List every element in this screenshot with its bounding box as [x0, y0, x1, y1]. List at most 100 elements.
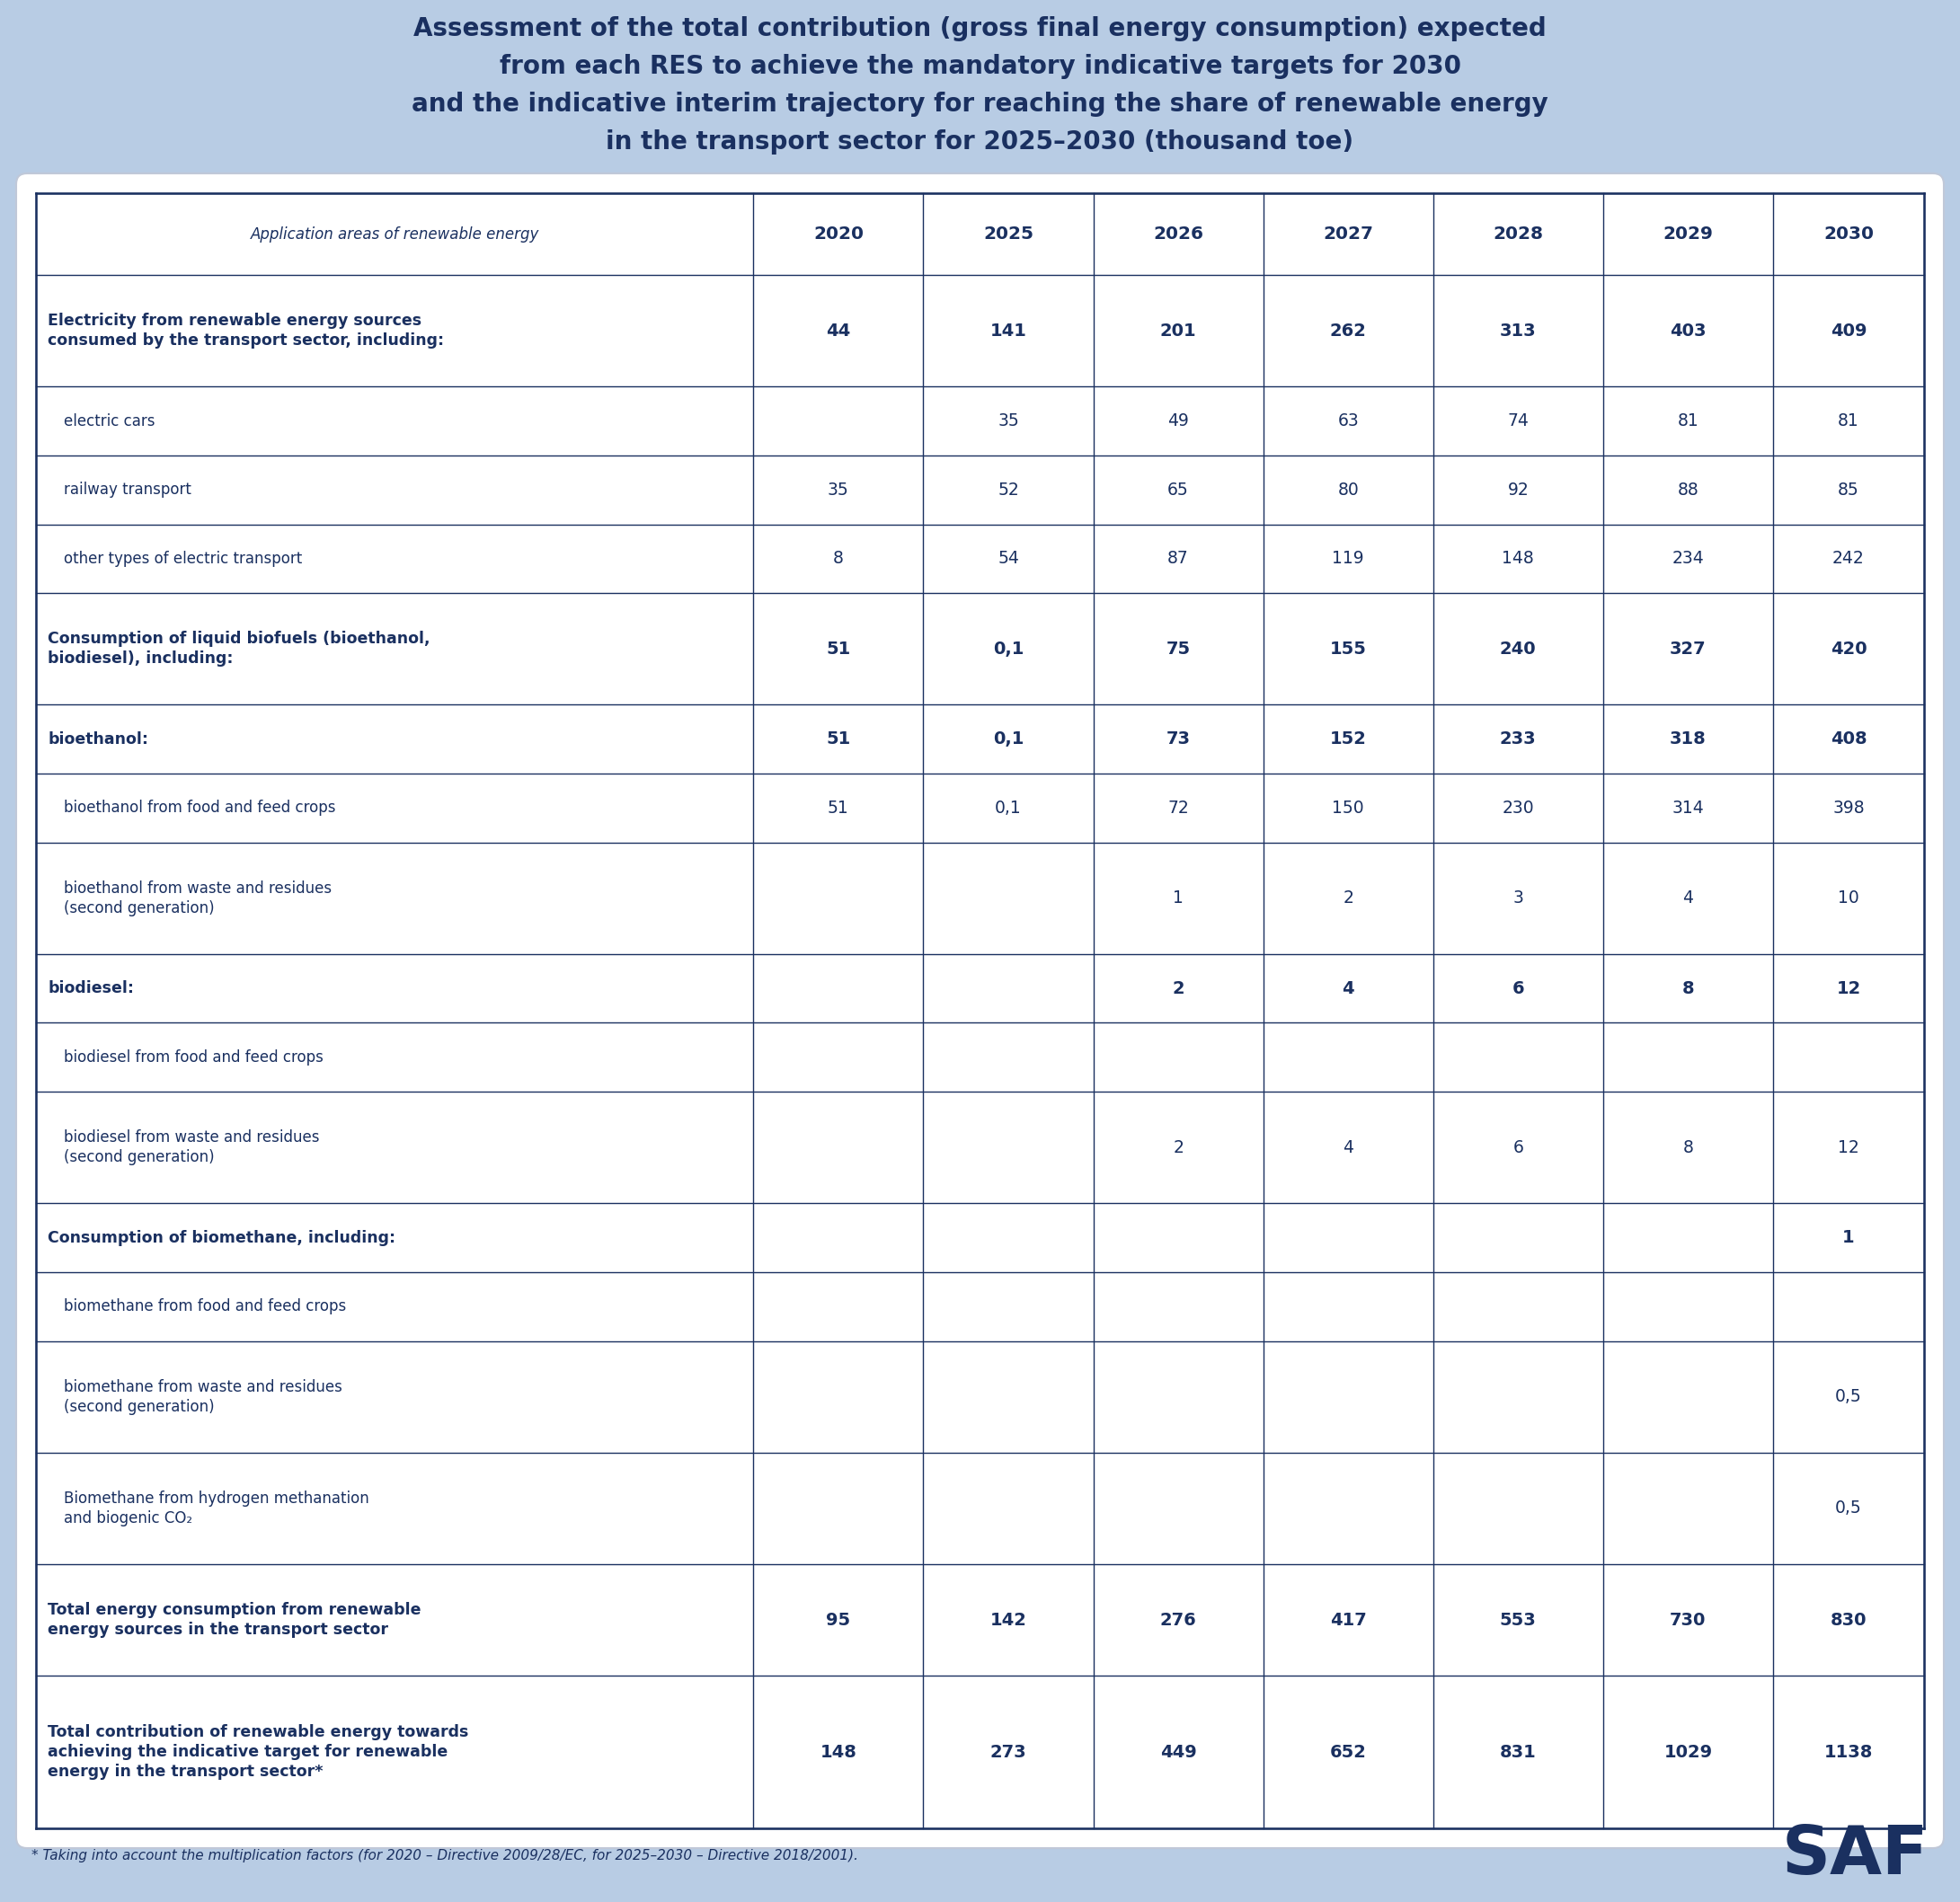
Text: 119: 119 [1333, 550, 1364, 567]
Text: biomethane from food and feed crops: biomethane from food and feed crops [65, 1299, 347, 1314]
Text: 4: 4 [1343, 980, 1354, 997]
Text: 2028: 2028 [1494, 226, 1543, 243]
Text: 2: 2 [1172, 1139, 1184, 1156]
Text: 314: 314 [1672, 799, 1703, 816]
Text: bioethanol from food and feed crops: bioethanol from food and feed crops [65, 801, 335, 816]
Text: 72: 72 [1168, 799, 1190, 816]
Text: 73: 73 [1166, 730, 1190, 747]
Text: Consumption of biomethane, including:: Consumption of biomethane, including: [47, 1229, 396, 1246]
Text: biomethane from waste and residues
(second generation): biomethane from waste and residues (seco… [65, 1379, 343, 1415]
Text: 6: 6 [1513, 1139, 1523, 1156]
Text: 44: 44 [827, 321, 851, 339]
Text: 0,1: 0,1 [996, 799, 1021, 816]
Text: 409: 409 [1831, 321, 1866, 339]
Text: 318: 318 [1670, 730, 1707, 747]
Text: 49: 49 [1168, 413, 1190, 430]
Text: 87: 87 [1168, 550, 1190, 567]
Text: 242: 242 [1833, 550, 1864, 567]
Text: 240: 240 [1499, 641, 1537, 658]
Text: 35: 35 [998, 413, 1019, 430]
Text: 152: 152 [1329, 730, 1366, 747]
Text: 1: 1 [1842, 1229, 1854, 1246]
Text: 1: 1 [1172, 890, 1184, 907]
Text: 92: 92 [1507, 481, 1529, 498]
Text: 4: 4 [1682, 890, 1693, 907]
Text: railway transport: railway transport [65, 481, 192, 498]
Text: 420: 420 [1831, 641, 1866, 658]
Text: 417: 417 [1331, 1611, 1366, 1628]
Text: 95: 95 [827, 1611, 851, 1628]
Text: 0,5: 0,5 [1835, 1501, 1862, 1518]
Text: 51: 51 [827, 730, 851, 747]
Text: biodiesel from food and feed crops: biodiesel from food and feed crops [65, 1050, 323, 1065]
Text: 142: 142 [990, 1611, 1027, 1628]
Text: 65: 65 [1168, 481, 1190, 498]
Text: 12: 12 [1837, 980, 1860, 997]
Text: Application areas of renewable energy: Application areas of renewable energy [251, 226, 539, 242]
Text: 652: 652 [1329, 1744, 1366, 1761]
Text: 449: 449 [1160, 1744, 1196, 1761]
Text: Assessment of the total contribution (gross final energy consumption) expected: Assessment of the total contribution (gr… [414, 17, 1546, 42]
Text: 730: 730 [1670, 1611, 1707, 1628]
Text: 553: 553 [1499, 1611, 1537, 1628]
Text: 831: 831 [1499, 1744, 1537, 1761]
Text: bioethanol from waste and residues
(second generation): bioethanol from waste and residues (seco… [65, 881, 331, 917]
Text: in the transport sector for 2025–2030 (thousand toe): in the transport sector for 2025–2030 (t… [606, 129, 1354, 154]
Text: 63: 63 [1337, 413, 1358, 430]
Text: biodiesel:: biodiesel: [47, 980, 133, 997]
Text: 3: 3 [1513, 890, 1523, 907]
Text: 2025: 2025 [984, 226, 1033, 243]
Text: 150: 150 [1333, 799, 1364, 816]
Text: 2027: 2027 [1323, 226, 1374, 243]
Text: 4: 4 [1343, 1139, 1354, 1156]
Text: 276: 276 [1160, 1611, 1196, 1628]
Text: bioethanol:: bioethanol: [47, 730, 149, 747]
Text: Total energy consumption from renewable
energy sources in the transport sector: Total energy consumption from renewable … [47, 1601, 421, 1638]
Text: Consumption of liquid biofuels (bioethanol,
biodiesel), including:: Consumption of liquid biofuels (bioethan… [47, 631, 429, 668]
Text: SAF: SAF [1782, 1822, 1929, 1889]
Text: 2029: 2029 [1662, 226, 1713, 243]
Text: 273: 273 [990, 1744, 1027, 1761]
FancyBboxPatch shape [16, 173, 1944, 1849]
Text: 1029: 1029 [1664, 1744, 1713, 1761]
Text: 148: 148 [819, 1744, 857, 1761]
Text: 2030: 2030 [1823, 226, 1874, 243]
Text: 85: 85 [1838, 481, 1860, 498]
Text: 80: 80 [1337, 481, 1358, 498]
Text: 12: 12 [1838, 1139, 1860, 1156]
Text: 155: 155 [1329, 641, 1366, 658]
Text: 0,1: 0,1 [994, 730, 1023, 747]
Text: 230: 230 [1501, 799, 1535, 816]
Text: 2020: 2020 [813, 226, 864, 243]
Text: 8: 8 [1682, 980, 1693, 997]
Text: 398: 398 [1833, 799, 1864, 816]
Text: 403: 403 [1670, 321, 1707, 339]
Text: 51: 51 [827, 799, 849, 816]
Text: 313: 313 [1499, 321, 1537, 339]
Text: other types of electric transport: other types of electric transport [65, 550, 302, 567]
Text: 234: 234 [1672, 550, 1703, 567]
Text: electric cars: electric cars [65, 413, 155, 430]
Text: 201: 201 [1160, 321, 1196, 339]
Text: from each RES to achieve the mandatory indicative targets for 2030: from each RES to achieve the mandatory i… [500, 53, 1460, 80]
Text: 327: 327 [1670, 641, 1707, 658]
Text: 54: 54 [998, 550, 1019, 567]
Text: 88: 88 [1678, 481, 1699, 498]
Text: * Taking into account the multiplication factors (for 2020 – Directive 2009/28/E: * Taking into account the multiplication… [31, 1849, 858, 1862]
Text: and the indicative interim trajectory for reaching the share of renewable energy: and the indicative interim trajectory fo… [412, 91, 1548, 116]
Text: Biomethane from hydrogen methanation
and biogenic CO₂: Biomethane from hydrogen methanation and… [65, 1491, 368, 1527]
Text: 51: 51 [827, 641, 851, 658]
Text: 0,5: 0,5 [1835, 1388, 1862, 1406]
Text: 81: 81 [1678, 413, 1699, 430]
Text: Electricity from renewable energy sources
consumed by the transport sector, incl: Electricity from renewable energy source… [47, 312, 445, 348]
Text: 148: 148 [1501, 550, 1535, 567]
Text: Total contribution of renewable energy towards
achieving the indicative target f: Total contribution of renewable energy t… [47, 1723, 468, 1780]
Text: 262: 262 [1329, 321, 1366, 339]
Text: 6: 6 [1511, 980, 1525, 997]
Text: 8: 8 [1684, 1139, 1693, 1156]
Text: biodiesel from waste and residues
(second generation): biodiesel from waste and residues (secon… [65, 1130, 319, 1166]
Text: 35: 35 [827, 481, 849, 498]
Text: 233: 233 [1499, 730, 1537, 747]
Text: 830: 830 [1831, 1611, 1866, 1628]
Text: 75: 75 [1166, 641, 1190, 658]
